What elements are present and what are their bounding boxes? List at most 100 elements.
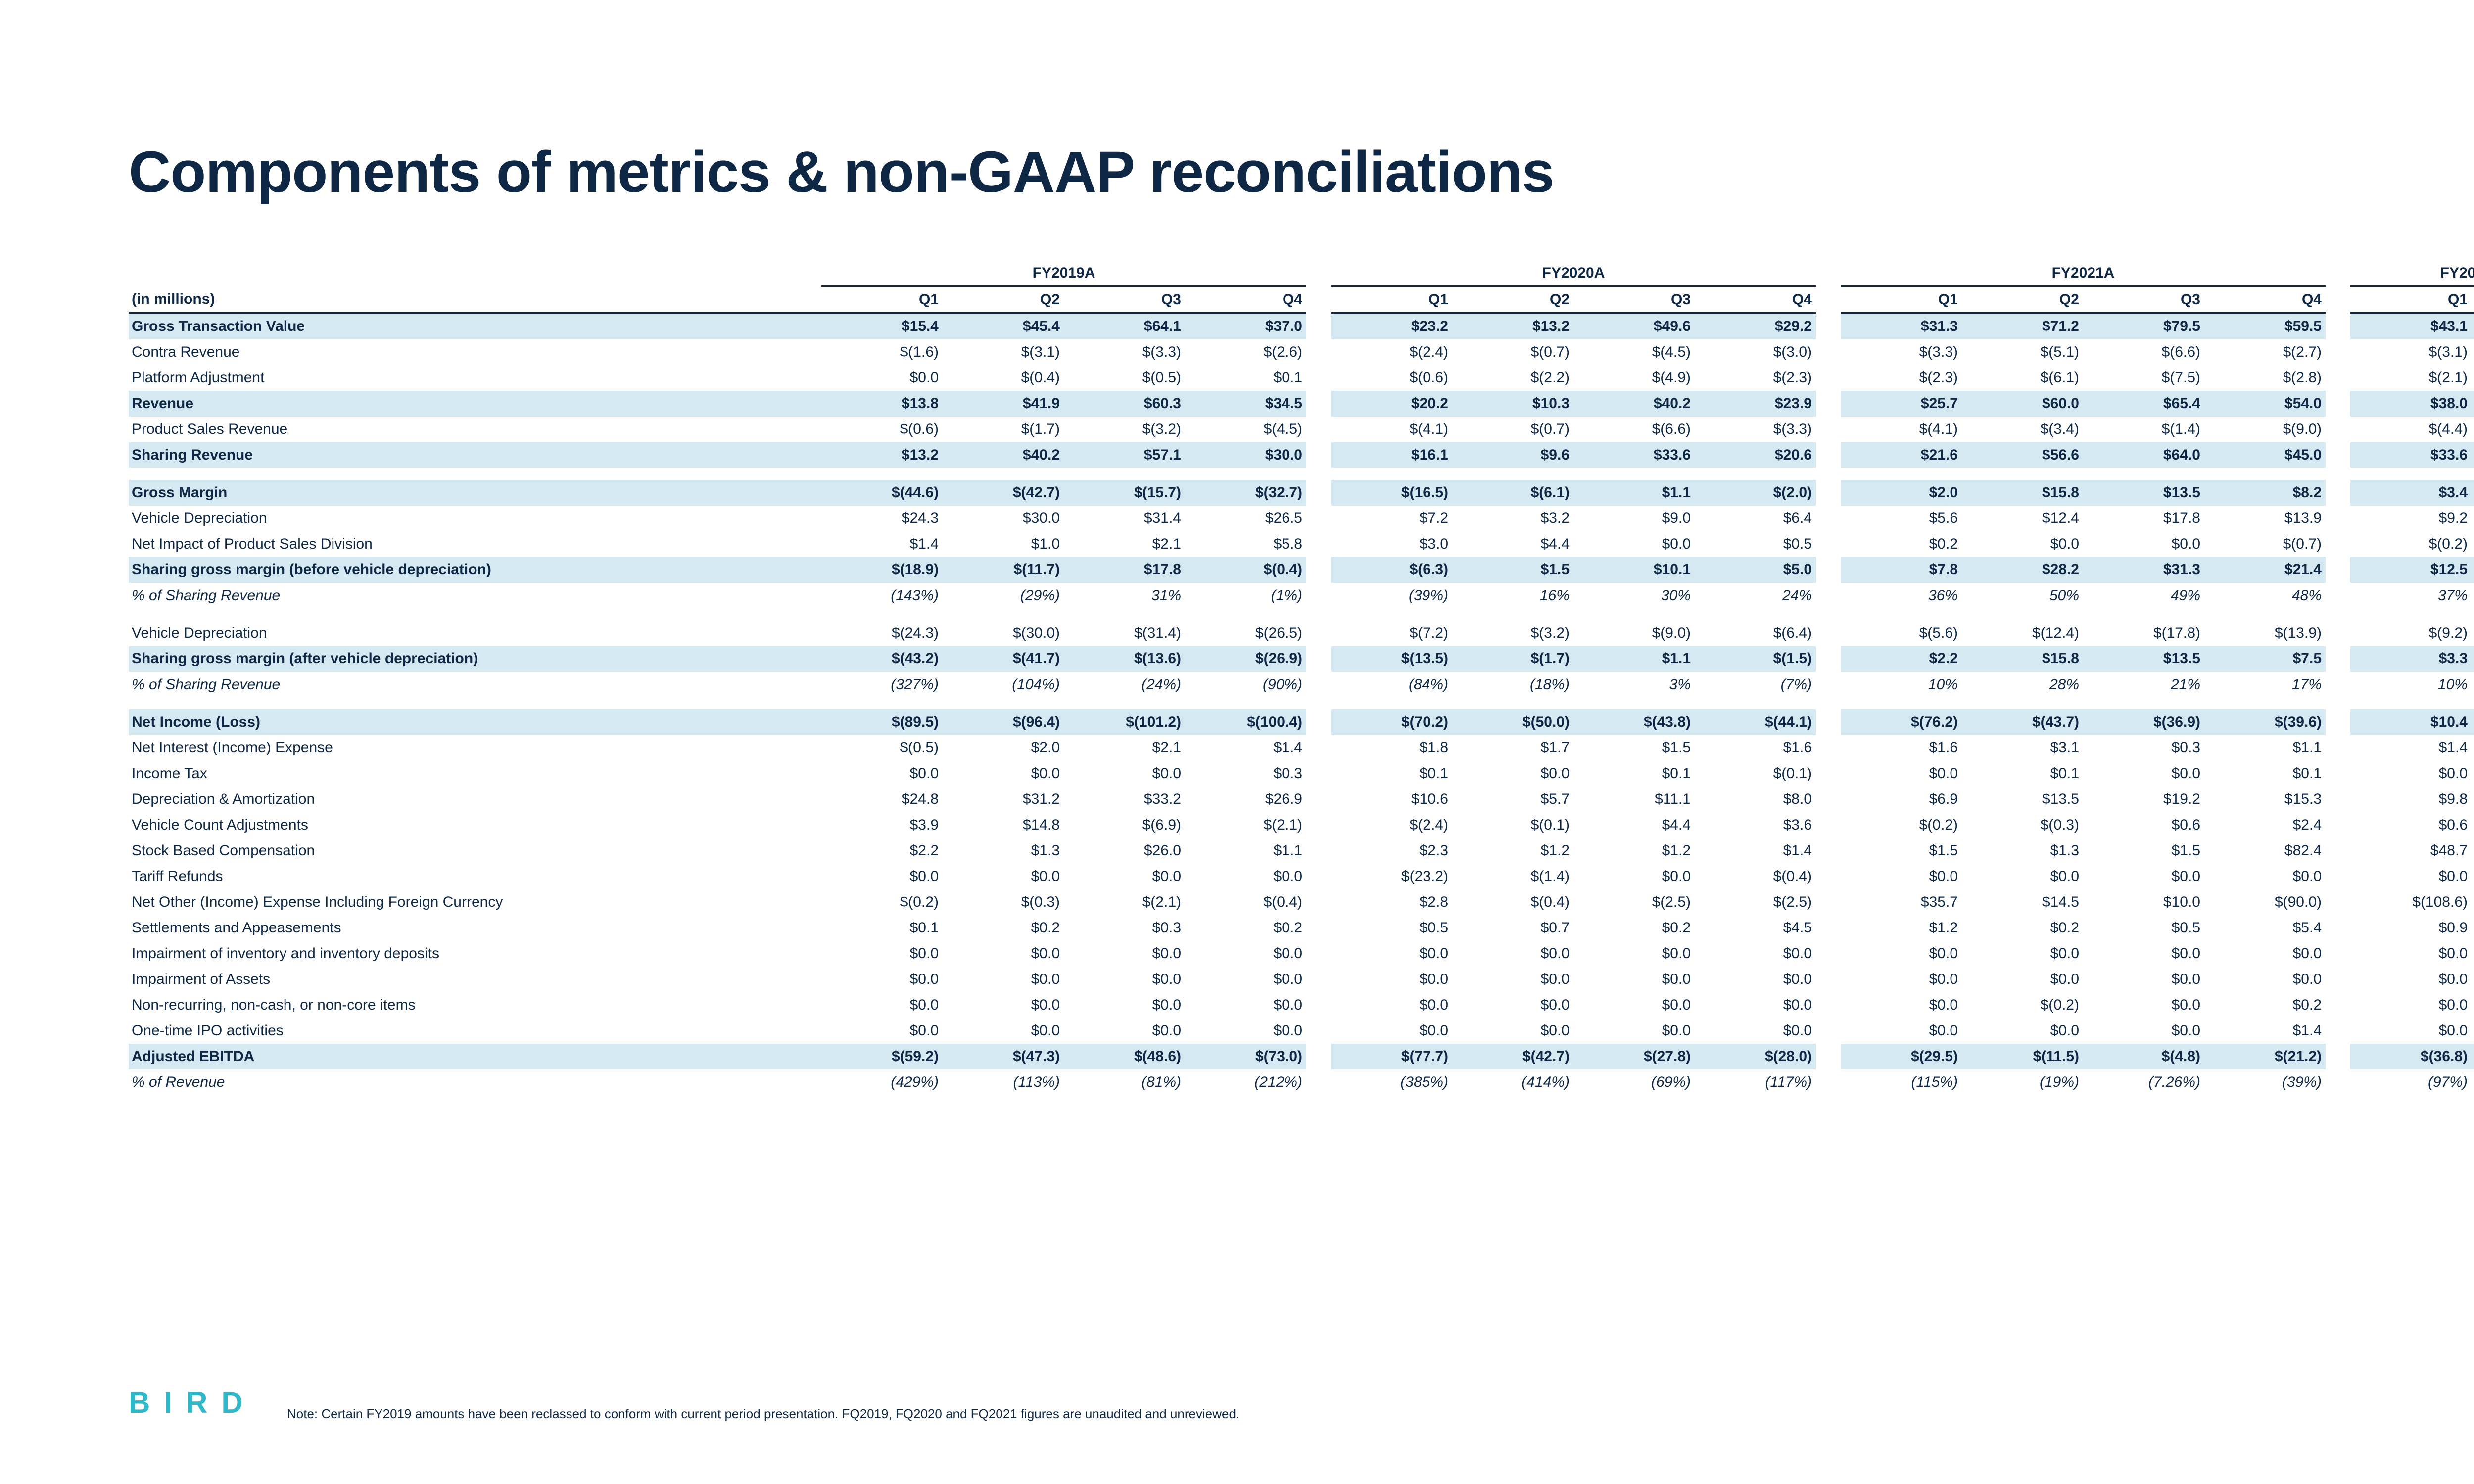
table-cell: (117%) xyxy=(1695,1069,1816,1095)
table-cell: $(0.6) xyxy=(1331,365,1452,391)
table-cell: $5.6 xyxy=(1841,506,1962,531)
table-cell: $43.1 xyxy=(2350,313,2472,340)
table-cell: $2.4 xyxy=(2204,812,2326,838)
table-row: Product Sales Revenue$(0.6)$(1.7)$(3.2)$… xyxy=(129,417,2474,442)
table-cell: $0.0 xyxy=(2350,992,2472,1018)
row-label: Settlements and Appeasements xyxy=(129,915,821,941)
table-row: Sharing gross margin (before vehicle dep… xyxy=(129,557,2474,583)
table-cell: $57.1 xyxy=(1064,442,1185,468)
table-cell: $11.1 xyxy=(1573,787,1695,812)
table-cell: $2.2 xyxy=(821,838,943,864)
table-cell: $0.0 xyxy=(1331,967,1452,992)
table-cell: $2.0 xyxy=(943,735,1064,761)
table-cell: $9.0 xyxy=(1573,506,1695,531)
table-cell: $(2.4) xyxy=(1331,812,1452,838)
table-cell: $54.0 xyxy=(2204,391,2326,417)
table-cell: $40.2 xyxy=(1573,391,1695,417)
table-cell: $24.3 xyxy=(821,506,943,531)
table-cell: $(9.0) xyxy=(2204,417,2326,442)
table-row: Impairment of inventory and inventory de… xyxy=(129,941,2474,967)
table-cell: $(1.7) xyxy=(943,417,1064,442)
table-cell: $(36.9) xyxy=(2083,709,2204,735)
table-cell: $33.2 xyxy=(1064,787,1185,812)
table-cell: $13.5 xyxy=(1962,787,2083,812)
table-cell: $1.8 xyxy=(1331,735,1452,761)
table-cell: $(31.4) xyxy=(1064,620,1185,646)
table-cell: 10% xyxy=(2350,672,2472,697)
row-label: Revenue xyxy=(129,391,821,417)
table-cell: $(13.9) xyxy=(2204,620,2326,646)
table-cell: $(4.4) xyxy=(2350,417,2472,442)
table-cell: $48.7 xyxy=(2350,838,2472,864)
table-row: % of Sharing Revenue(327%)(104%)(24%)(90… xyxy=(129,672,2474,697)
table-cell: $(1.4) xyxy=(2083,417,2204,442)
table-cell: $(21.2) xyxy=(2204,1044,2326,1069)
table-cell: $(0.4) xyxy=(1695,864,1816,889)
table-cell: $0.5 xyxy=(2083,915,2204,941)
table-cell: 16% xyxy=(1452,583,1573,608)
table-cell: $33.6 xyxy=(1573,442,1695,468)
table-cell: $(3.4) xyxy=(1962,417,2083,442)
table-cell: $2.1 xyxy=(1064,531,1185,557)
table-row: Depreciation & Amortization$24.8$31.2$33… xyxy=(129,787,2474,812)
year-header: FY2021A xyxy=(1841,260,2326,286)
table-row: Tariff Refunds$0.0$0.0$0.0$0.0$(23.2)$(1… xyxy=(129,864,2474,889)
table-cell: $(11.5) xyxy=(1962,1044,2083,1069)
table-cell: $(0.7) xyxy=(1452,339,1573,365)
table-row: Non-recurring, non-cash, or non-core ite… xyxy=(129,992,2474,1018)
table-cell: $(6.1) xyxy=(1962,365,2083,391)
table-cell: $30.0 xyxy=(1185,442,1306,468)
table-cell: $(100.4) xyxy=(1185,709,1306,735)
table-cell: $0.0 xyxy=(1452,941,1573,967)
table-cell: (385%) xyxy=(1331,1069,1452,1095)
table-row: Adjusted EBITDA$(59.2)$(47.3)$(48.6)$(73… xyxy=(129,1044,2474,1069)
table-cell: $(0.2) xyxy=(1962,992,2083,1018)
table-row: Contra Revenue$(1.6)$(3.1)$(3.3)$(2.6)$(… xyxy=(129,339,2474,365)
table-cell: $1.1 xyxy=(1185,838,1306,864)
table-cell: $(18.9) xyxy=(821,557,943,583)
table-row: % of Revenue(429%)(113%)(81%)(212%)(385%… xyxy=(129,1069,2474,1095)
table-cell: $0.0 xyxy=(821,1018,943,1044)
row-label: Vehicle Depreciation xyxy=(129,620,821,646)
table-cell: $(50.0) xyxy=(1452,709,1573,735)
table-cell: $(0.4) xyxy=(1452,889,1573,915)
table-cell: $(3.1) xyxy=(943,339,1064,365)
table-cell: $(17.8) xyxy=(2083,620,2204,646)
table-cell: $(2.0) xyxy=(1695,480,1816,506)
page-title: Components of metrics & non-GAAP reconci… xyxy=(129,139,2474,206)
table-row: One-time IPO activities$0.0$0.0$0.0$0.0$… xyxy=(129,1018,2474,1044)
table-cell: $1.2 xyxy=(1573,838,1695,864)
table-cell: (39%) xyxy=(1331,583,1452,608)
table-cell: $9.8 xyxy=(2350,787,2472,812)
table-cell: $(70.2) xyxy=(1331,709,1452,735)
table-cell: $2.1 xyxy=(1064,735,1185,761)
table-cell: $16.1 xyxy=(1331,442,1452,468)
row-label: % of Sharing Revenue xyxy=(129,672,821,697)
row-label: Impairment of Assets xyxy=(129,967,821,992)
table-cell: $21.6 xyxy=(1841,442,1962,468)
table-cell: $21.4 xyxy=(2204,557,2326,583)
table-cell: $0.5 xyxy=(1695,531,1816,557)
table-cell: $(1.5) xyxy=(1695,646,1816,672)
table-row: Gross Margin$(44.6)$(42.7)$(15.7)$(32.7)… xyxy=(129,480,2474,506)
table-cell: $(3.2) xyxy=(1452,620,1573,646)
table-cell: $(76.2) xyxy=(1841,709,1962,735)
table-cell: $(101.2) xyxy=(1064,709,1185,735)
table-cell: $(39.6) xyxy=(2204,709,2326,735)
financial-table: FY2019AFY2020AFY2021AFY2022A(in millions… xyxy=(129,260,2474,1095)
table-cell: $(2.2) xyxy=(1452,365,1573,391)
table-cell: 53% xyxy=(2472,583,2474,608)
table-cell: $0.3 xyxy=(1064,915,1185,941)
table-cell: $0.0 xyxy=(821,941,943,967)
table-cell: $(108.6) xyxy=(2350,889,2472,915)
table-row: Sharing Revenue$13.2$40.2$57.1$30.0$16.1… xyxy=(129,442,2474,468)
table-cell: $43.7 xyxy=(2472,838,2474,864)
table-cell: $(4.8) xyxy=(2083,1044,2204,1069)
table-cell: $82.4 xyxy=(2204,838,2326,864)
row-label: Vehicle Depreciation xyxy=(129,506,821,531)
table-cell: (24%) xyxy=(1064,672,1185,697)
table-cell: $0.2 xyxy=(1185,915,1306,941)
table-cell: $(310.4) xyxy=(2472,709,2474,735)
table-cell: $1.7 xyxy=(1452,735,1573,761)
table-cell: $7.5 xyxy=(2204,646,2326,672)
